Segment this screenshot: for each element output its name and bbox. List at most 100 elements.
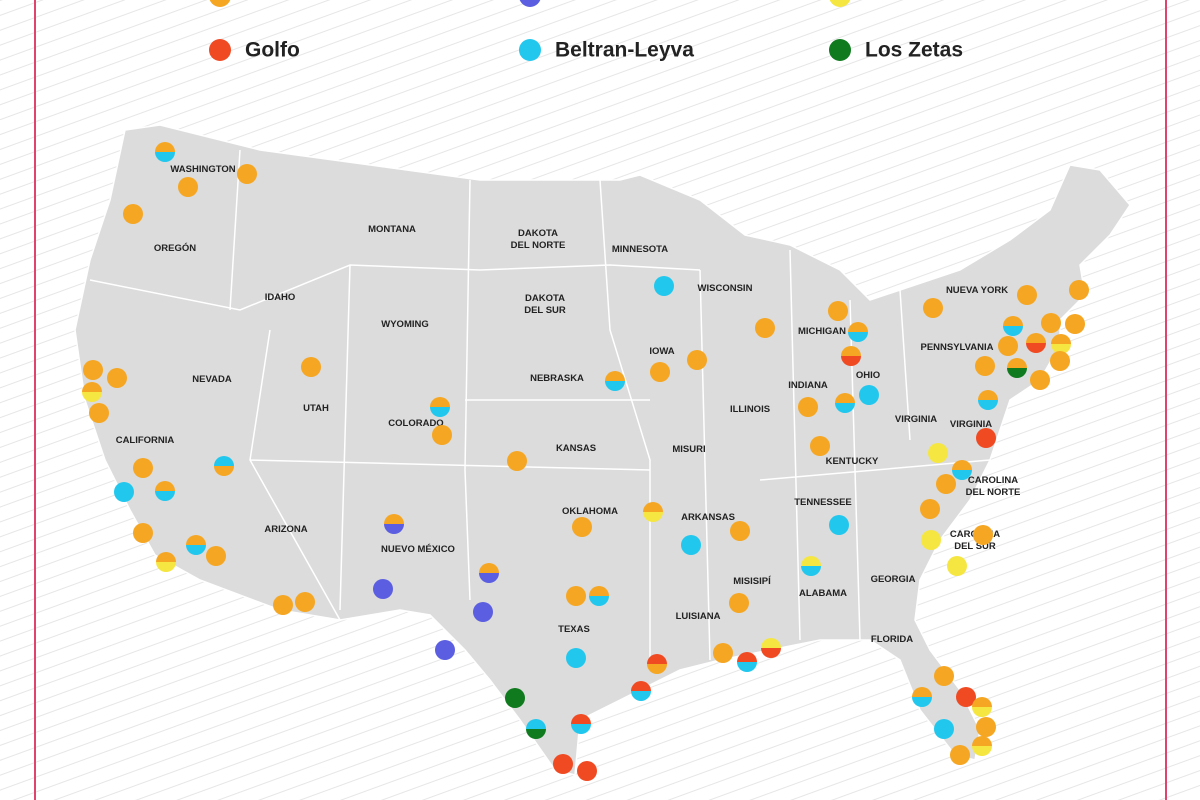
cartel-dot bbox=[1030, 370, 1050, 390]
cartel-dot-bottom bbox=[526, 729, 546, 739]
state-label: NUEVO MÉXICO bbox=[381, 544, 455, 555]
state-label: WISCONSIN bbox=[698, 283, 753, 294]
state-label: TEXAS bbox=[558, 624, 590, 635]
cartel-dot bbox=[206, 546, 226, 566]
cartel-dot-top bbox=[571, 714, 591, 724]
cartel-dot-bottom bbox=[643, 512, 663, 522]
cartel-dot-top bbox=[155, 481, 175, 491]
cartel-dot-top bbox=[1051, 334, 1071, 344]
cartel-dot-top bbox=[972, 697, 992, 707]
cartel-dot-top bbox=[214, 456, 234, 466]
legend-swatch bbox=[829, 39, 851, 61]
cartel-dot bbox=[273, 595, 293, 615]
cartel-dot-top bbox=[430, 397, 450, 407]
state-label: WASHINGTON bbox=[170, 164, 235, 175]
cartel-dot bbox=[859, 385, 879, 405]
cartel-dot-bottom bbox=[1003, 326, 1023, 336]
cartel-dot bbox=[654, 276, 674, 296]
cartel-dot bbox=[729, 593, 749, 613]
cartel-dot bbox=[432, 425, 452, 445]
cartel-dot bbox=[810, 436, 830, 456]
cartel-dot bbox=[829, 515, 849, 535]
state-label: KENTUCKY bbox=[826, 456, 879, 467]
us-map bbox=[74, 124, 1131, 776]
cartel-dot-top bbox=[526, 719, 546, 729]
legend-swatch-cut bbox=[519, 0, 541, 7]
cartel-dot bbox=[976, 428, 996, 448]
cartel-dot-top bbox=[1026, 333, 1046, 343]
state-label: DEL SUR bbox=[954, 541, 996, 552]
state-label: OREGÓN bbox=[154, 242, 196, 254]
state-label: NUEVA YORK bbox=[946, 285, 1008, 296]
cartel-dot bbox=[553, 754, 573, 774]
cartel-dot bbox=[1041, 313, 1061, 333]
cartel-dot-bottom bbox=[912, 697, 932, 707]
cartel-dot bbox=[976, 717, 996, 737]
cartel-dot bbox=[828, 301, 848, 321]
cartel-dot-bottom bbox=[384, 524, 404, 534]
cartel-dot-bottom bbox=[156, 562, 176, 572]
state-label: MONTANA bbox=[368, 224, 416, 235]
cartel-dot-bottom bbox=[841, 356, 861, 366]
cartel-dot bbox=[956, 687, 976, 707]
cartel-dot-bottom bbox=[761, 648, 781, 658]
cartel-dot bbox=[973, 525, 993, 545]
cartel-dot-top bbox=[978, 390, 998, 400]
cartel-dot bbox=[505, 688, 525, 708]
cartel-dot bbox=[83, 360, 103, 380]
cartel-dot-bottom bbox=[214, 466, 234, 476]
cartel-dot bbox=[123, 204, 143, 224]
cartel-dot bbox=[650, 362, 670, 382]
state-label: GEORGIA bbox=[871, 574, 916, 585]
legend-swatch bbox=[519, 39, 541, 61]
state-label: IDAHO bbox=[265, 292, 296, 303]
cartel-dot-bottom bbox=[952, 470, 972, 480]
cartel-dot bbox=[947, 556, 967, 576]
cartel-dot bbox=[373, 579, 393, 599]
cartel-dot-bottom bbox=[1026, 343, 1046, 353]
cartel-dot-bottom bbox=[1007, 368, 1027, 378]
cartel-dot-top bbox=[605, 371, 625, 381]
state-label: DEL NORTE bbox=[511, 240, 566, 251]
cartel-dot-bottom bbox=[589, 596, 609, 606]
cartel-dot-bottom bbox=[479, 573, 499, 583]
state-label: ARKANSAS bbox=[681, 512, 735, 523]
cartel-dot-top bbox=[647, 654, 667, 664]
cartel-dot-top bbox=[841, 346, 861, 356]
state-label: CALIFORNIA bbox=[116, 435, 175, 446]
cartel-dot bbox=[178, 177, 198, 197]
cartel-dot-bottom bbox=[801, 566, 821, 576]
cartel-dot bbox=[107, 368, 127, 388]
state-label: ARIZONA bbox=[264, 524, 307, 535]
cartel-dot-bottom bbox=[155, 491, 175, 501]
cartel-dot bbox=[1069, 280, 1089, 300]
cartel-dot-bottom bbox=[631, 691, 651, 701]
cartel-dot bbox=[1017, 285, 1037, 305]
cartel-dot bbox=[435, 640, 455, 660]
state-label: OHIO bbox=[856, 370, 880, 381]
cartel-dot-bottom bbox=[155, 152, 175, 162]
cartel-dot-top bbox=[643, 502, 663, 512]
state-label: KANSAS bbox=[556, 443, 596, 454]
cartel-dot bbox=[577, 761, 597, 781]
cartel-dot-bottom bbox=[1051, 344, 1071, 354]
cartel-dot bbox=[923, 298, 943, 318]
cartel-dot-bottom bbox=[430, 407, 450, 417]
cartel-dot-bottom bbox=[835, 403, 855, 413]
state-label: UTAH bbox=[303, 403, 329, 414]
cartel-dot bbox=[950, 745, 970, 765]
cartel-dot bbox=[566, 648, 586, 668]
cartel-dot-bottom bbox=[737, 662, 757, 672]
cartel-dot bbox=[114, 482, 134, 502]
state-label: NEVADA bbox=[192, 374, 232, 385]
cartel-dot-top bbox=[737, 652, 757, 662]
cartel-dot-bottom bbox=[848, 332, 868, 342]
cartel-dot bbox=[473, 602, 493, 622]
legend-label: Los Zetas bbox=[865, 39, 963, 62]
cartel-dot-bottom bbox=[647, 664, 667, 674]
cartel-dot-top bbox=[155, 142, 175, 152]
state-label: CAROLINA bbox=[968, 475, 1018, 486]
cartel-dot-top bbox=[186, 535, 206, 545]
state-label: INDIANA bbox=[788, 380, 828, 391]
